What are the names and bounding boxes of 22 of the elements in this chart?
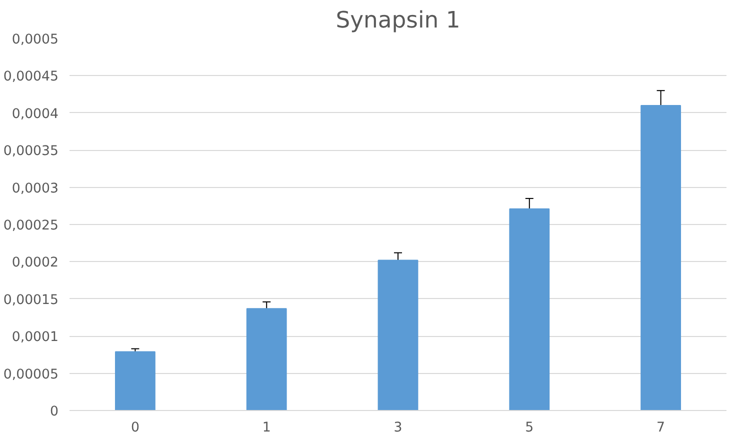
y-tick-label: 0,00015 (3, 292, 59, 308)
y-tick-label: 0,0004 (12, 106, 59, 122)
x-tick-label: 0 (130, 420, 140, 434)
y-tick-label: 0,00035 (3, 144, 59, 160)
x-tick-label: 1 (262, 420, 271, 434)
x-tick-label: 5 (525, 420, 534, 434)
y-tick-label: 0 (50, 404, 59, 420)
y-tick-label: 0,00045 (3, 70, 59, 85)
x-tick-label: 3 (394, 420, 402, 434)
y-tick-label: 0,00005 (3, 367, 59, 382)
x-tick-label: 7 (656, 420, 666, 434)
y-tick-label: 0,0002 (12, 256, 59, 271)
bar (378, 260, 418, 410)
bar (246, 308, 287, 410)
bar (509, 208, 550, 410)
y-tick-label: 0,0003 (12, 181, 59, 196)
bar (114, 351, 156, 410)
chart-title: Synapsin 1 (336, 8, 460, 34)
y-tick-label: 0,0001 (12, 330, 59, 346)
y-tick-label: 0,0005 (12, 32, 59, 48)
y-tick-label: 0,00025 (3, 218, 59, 234)
bar (640, 104, 682, 410)
